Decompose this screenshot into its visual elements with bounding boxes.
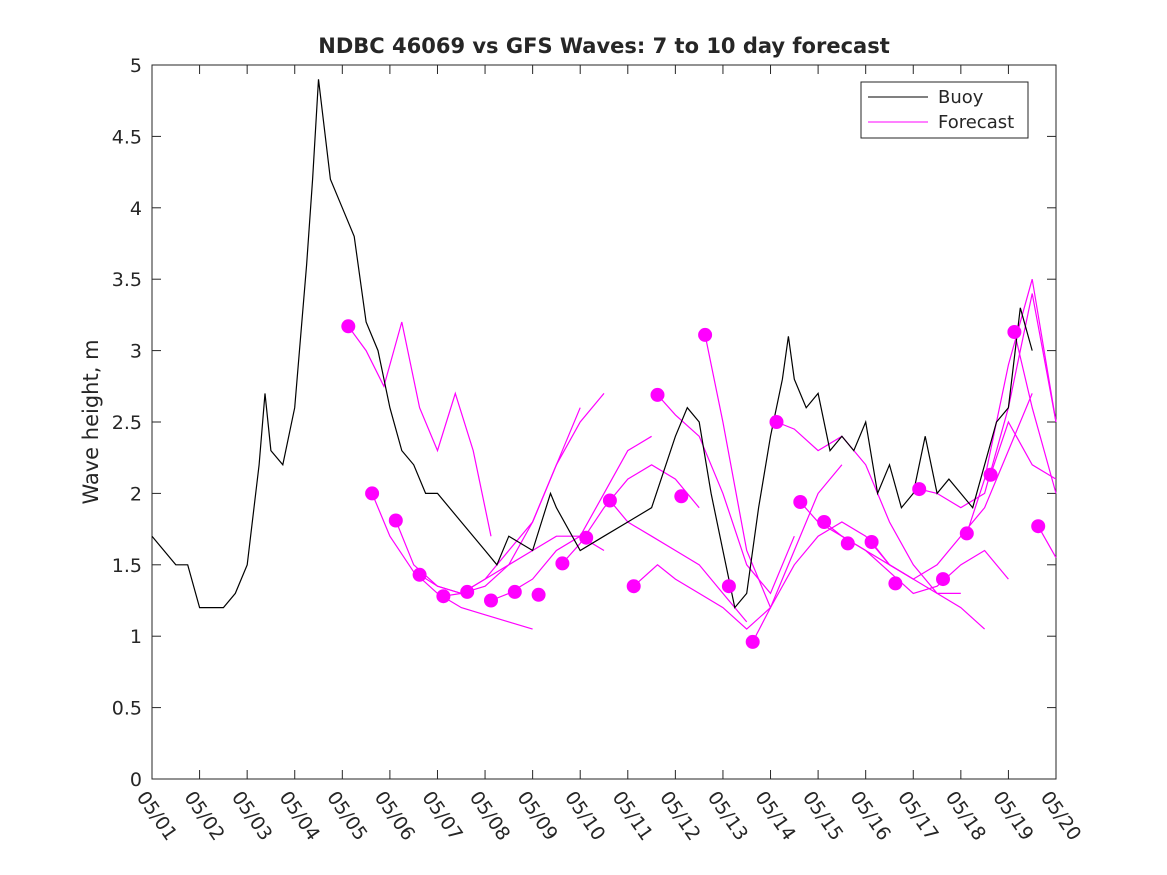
forecast-trace <box>1013 331 1057 494</box>
x-tick-label: 05/20 <box>1036 787 1085 844</box>
forecast-start-point <box>412 567 427 582</box>
forecast-start-point <box>840 536 855 551</box>
x-tick-label: 05/07 <box>417 787 466 844</box>
forecast-start-point <box>388 513 403 528</box>
forecast-trace <box>776 421 961 595</box>
y-tick-label: 3 <box>130 341 142 363</box>
forecast-start-point <box>698 327 713 342</box>
x-tick-label: 05/05 <box>322 787 371 844</box>
y-tick-label: 1.5 <box>112 555 142 577</box>
forecast-start-point <box>936 572 950 587</box>
forecast-trace <box>657 394 795 595</box>
x-tick-label: 05/17 <box>893 787 942 844</box>
forecast-start-point <box>555 556 570 571</box>
forecast-start-point <box>341 319 356 334</box>
forecast-start-point <box>1031 519 1046 534</box>
x-tick-label: 05/01 <box>132 787 181 844</box>
y-tick-labels: 0 0.5 1 1.5 2 2.5 3 3.5 4 4.5 5 <box>112 55 142 791</box>
forecast-start-point <box>650 387 665 402</box>
chart-title: NDBC 46069 vs GFS Waves: 7 to 10 day for… <box>318 34 889 58</box>
forecast-trace <box>633 564 771 630</box>
x-tick-label: 05/13 <box>703 787 752 844</box>
x-tick-label: 05/16 <box>846 787 895 844</box>
forecast-start-point <box>626 579 641 594</box>
forecast-start-point <box>1007 325 1022 339</box>
forecast-start-point <box>531 587 546 602</box>
series-layer <box>151 79 1057 649</box>
x-tick-label: 05/08 <box>465 787 514 844</box>
x-tick-labels: 05/0105/0205/0305/0405/0505/0605/0705/08… <box>132 787 1085 844</box>
forecast-trace <box>871 393 1033 580</box>
x-tick-label: 05/04 <box>275 787 324 844</box>
y-tick-label: 2.5 <box>112 412 142 434</box>
x-tick-label: 05/10 <box>560 787 609 844</box>
forecast-start-point <box>959 526 974 541</box>
legend-buoy-label: Buoy <box>938 87 984 108</box>
forecast-start-point <box>793 495 808 509</box>
x-tick-label: 05/02 <box>179 787 228 844</box>
forecast-start-point <box>460 584 475 599</box>
forecast-start-point <box>674 489 689 504</box>
x-tick-label: 05/14 <box>750 787 799 844</box>
y-tick-label: 2 <box>130 483 142 505</box>
forecast-start-point <box>817 515 832 529</box>
forecast-start-point <box>888 576 903 591</box>
forecast-start-point <box>602 493 617 508</box>
forecast-start-point <box>721 579 736 594</box>
forecast-trace <box>966 279 1057 534</box>
legend-forecast-label: Forecast <box>938 112 1014 133</box>
axis-ticks <box>151 64 1057 780</box>
y-tick-label: 5 <box>130 55 142 77</box>
plot-area <box>151 64 1057 780</box>
y-axis-label: Wave height, m <box>79 339 103 504</box>
forecast-start-point <box>484 593 498 608</box>
y-tick-label: 0.5 <box>112 698 142 720</box>
forecast-start-point <box>507 584 522 599</box>
x-tick-label: 05/09 <box>513 787 562 844</box>
forecast-start-point <box>912 482 927 497</box>
legend: Buoy Forecast <box>860 81 1029 139</box>
legend-box <box>860 81 1029 139</box>
forecast-trace <box>561 464 700 564</box>
y-tick-label: 0 <box>130 769 142 791</box>
y-tick-label: 1 <box>130 626 142 648</box>
x-tick-label: 05/12 <box>655 787 704 844</box>
forecast-start-point <box>579 530 594 545</box>
forecast-start-point <box>983 467 998 482</box>
forecast-start-point <box>436 589 451 604</box>
forecast-trace <box>347 321 492 537</box>
x-tick-label: 05/19 <box>988 787 1037 844</box>
forecast-trace <box>990 420 1057 480</box>
x-tick-label: 05/11 <box>608 787 657 844</box>
buoy-line <box>151 79 1033 609</box>
forecast-start-point <box>365 486 380 501</box>
forecast-start-point <box>864 535 879 549</box>
forecast-start-point <box>769 415 784 429</box>
x-tick-label: 05/06 <box>370 787 419 844</box>
x-tick-label: 05/18 <box>941 787 990 844</box>
y-tick-label: 3.5 <box>112 269 142 291</box>
forecast-trace <box>371 493 533 630</box>
x-tick-label: 05/15 <box>798 787 847 844</box>
y-tick-label: 4 <box>130 198 142 220</box>
x-tick-label: 05/03 <box>227 787 276 844</box>
y-tick-label: 4.5 <box>112 126 142 148</box>
forecast-start-point <box>745 634 760 649</box>
